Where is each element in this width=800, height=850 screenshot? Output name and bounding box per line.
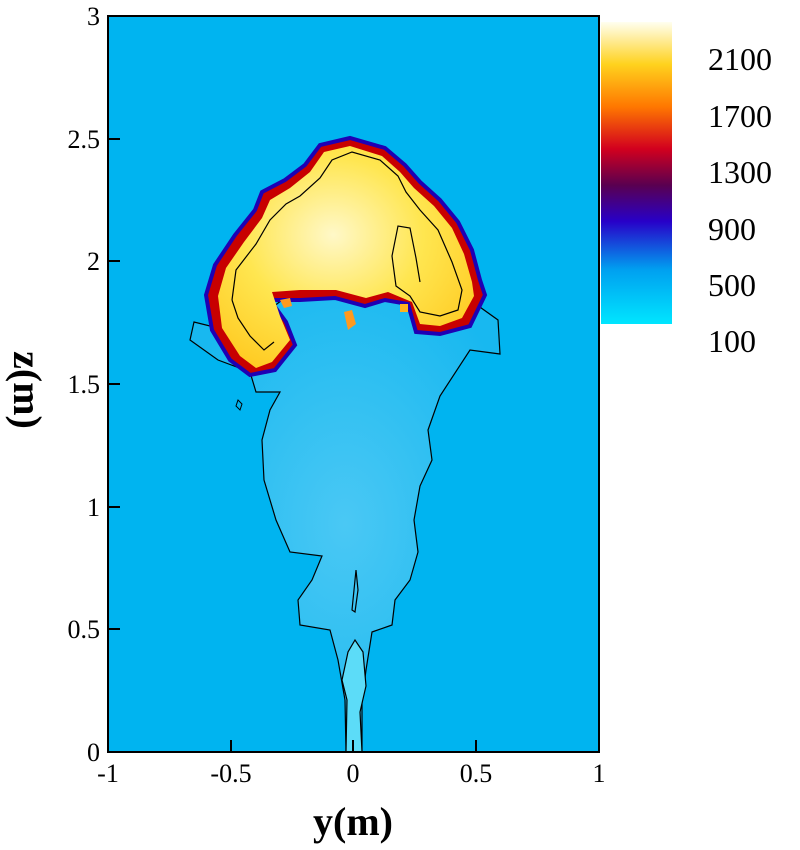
x-tick-label: 1 [593, 759, 606, 788]
y-tick-label: 1 [87, 493, 100, 522]
hot-blob [344, 310, 356, 330]
x-tick-label: 0 [347, 759, 360, 788]
y-axis-title: z(m) [5, 351, 50, 429]
jet-nozzle [341, 638, 367, 752]
y-tick-label: 0 [87, 738, 100, 767]
y-tick-label: 3 [87, 2, 100, 31]
jet-core-streak [351, 569, 359, 614]
colorbar-label: 2100 [708, 41, 772, 77]
colorbar [601, 22, 672, 324]
hot-blob [400, 304, 408, 312]
y-tick-label: 0.5 [68, 615, 101, 644]
y-tick-label: 2.5 [68, 125, 101, 154]
hot-blob [280, 298, 292, 308]
x-axis-title: y(m) [313, 799, 393, 844]
x-tick-label: 0.5 [460, 759, 493, 788]
cap-contour-left [231, 299, 275, 351]
stray-contour [235, 399, 243, 411]
colorbar-label: 900 [708, 211, 756, 247]
colorbar-label: 1300 [708, 154, 772, 190]
y-tick-label: 1.5 [68, 370, 101, 399]
y-tick-label: 2 [87, 247, 100, 276]
x-tick-label: -1 [97, 759, 119, 788]
colorbar-label: 500 [708, 267, 756, 303]
hot-cap [218, 146, 474, 368]
cap-contour [231, 151, 463, 317]
colorbar-label: 1700 [708, 98, 772, 134]
colorbar-label: 100 [708, 323, 756, 359]
x-tick-label: -0.5 [210, 759, 251, 788]
tick-marks [107, 15, 600, 753]
